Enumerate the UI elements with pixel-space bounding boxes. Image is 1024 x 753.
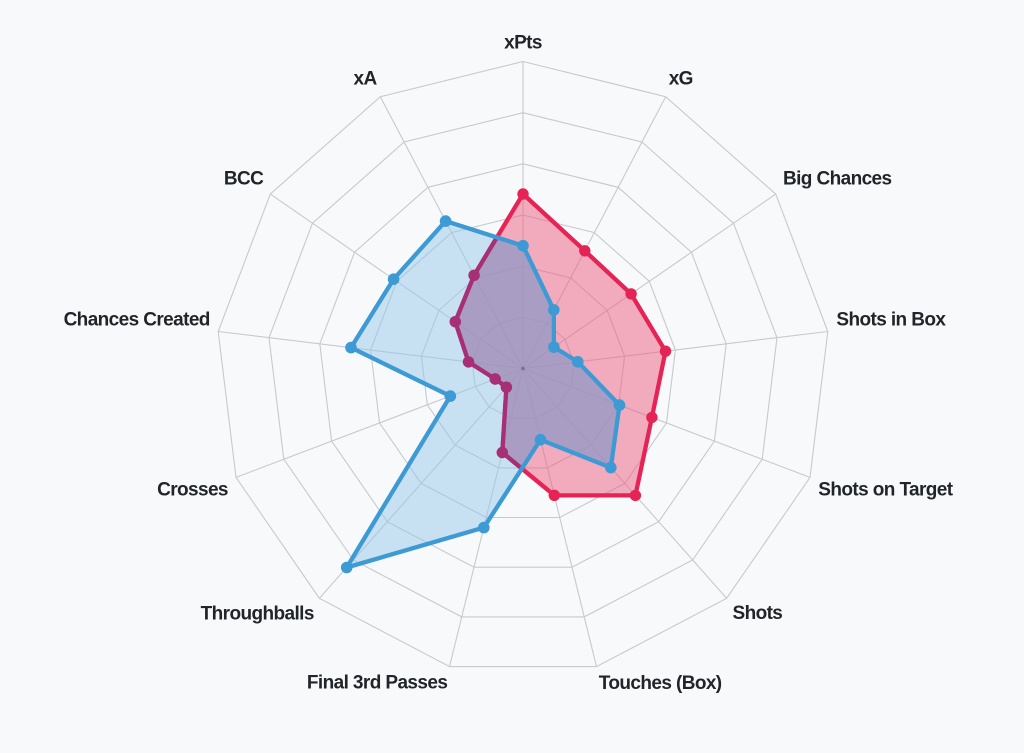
svg-text:Final 3rd Passes: Final 3rd Passes	[307, 673, 447, 694]
svg-text:xA: xA	[354, 68, 378, 89]
svg-text:xG: xG	[669, 68, 693, 89]
svg-text:Big Chances: Big Chances	[783, 168, 892, 189]
svg-text:Shots in Box: Shots in Box	[836, 310, 946, 331]
svg-text:Shots on Target: Shots on Target	[818, 480, 953, 501]
svg-text:xPts: xPts	[504, 33, 542, 54]
svg-text:Throughballs: Throughballs	[201, 604, 314, 625]
svg-text:Crosses: Crosses	[157, 480, 228, 501]
svg-text:Chances Created: Chances Created	[64, 310, 210, 331]
svg-text:Shots: Shots	[733, 603, 783, 624]
svg-text:BCC: BCC	[224, 168, 264, 189]
svg-text:Touches (Box): Touches (Box)	[599, 673, 722, 694]
